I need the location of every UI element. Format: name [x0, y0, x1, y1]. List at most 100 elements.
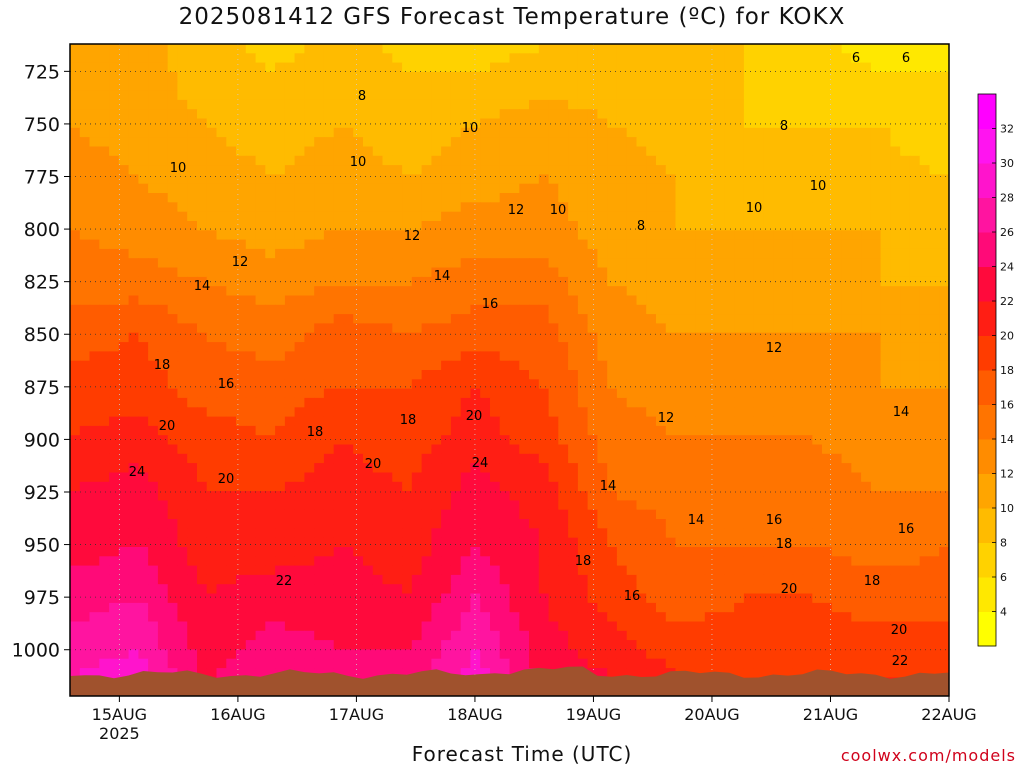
field-cell	[304, 444, 315, 455]
field-cell	[333, 295, 345, 306]
field-cell	[724, 342, 735, 352]
field-cell	[441, 295, 452, 306]
field-cell	[704, 71, 716, 82]
field-cell	[275, 472, 286, 483]
field-cell	[616, 351, 628, 362]
field-cell	[909, 379, 921, 390]
field-cell	[919, 90, 931, 101]
field-cell	[245, 174, 257, 185]
field-cell	[734, 221, 745, 231]
field-cell	[421, 528, 432, 539]
field-cell	[616, 62, 628, 73]
field-cell	[138, 397, 149, 408]
field-cell	[470, 211, 481, 222]
field-cell	[880, 286, 891, 297]
field-cell	[187, 155, 198, 166]
field-cell	[236, 221, 247, 231]
field-cell	[597, 295, 608, 306]
field-cell	[392, 342, 403, 352]
field-cell	[802, 323, 813, 334]
field-cell	[812, 397, 823, 408]
field-cell	[822, 425, 833, 436]
field-cell	[763, 99, 774, 110]
field-cell	[187, 258, 198, 269]
field-cell	[441, 248, 452, 259]
field-cell	[900, 202, 911, 213]
field-cell	[919, 342, 931, 352]
field-cell	[861, 379, 872, 390]
field-cell	[831, 537, 843, 548]
field-cell	[99, 99, 110, 110]
field-cell	[646, 53, 657, 64]
field-cell	[831, 481, 843, 492]
field-cell	[587, 500, 598, 511]
field-cell	[343, 248, 354, 259]
field-cell	[890, 416, 901, 427]
field-cell	[372, 332, 384, 343]
field-cell	[929, 81, 940, 92]
field-cell	[460, 537, 472, 548]
field-cell	[538, 304, 550, 315]
field-cell	[685, 81, 696, 92]
field-cell	[577, 53, 589, 64]
field-cell	[675, 360, 686, 371]
field-cell	[656, 304, 667, 315]
field-cell	[568, 165, 579, 175]
field-cell	[148, 183, 159, 194]
field-cell	[148, 425, 159, 436]
field-cell	[558, 62, 569, 73]
field-cell	[431, 556, 442, 567]
field-cell	[206, 472, 218, 483]
field-cell	[392, 332, 403, 343]
field-cell	[675, 500, 686, 511]
field-cell	[646, 547, 657, 557]
field-cell	[294, 351, 305, 362]
field-cell	[685, 165, 696, 175]
field-cell	[382, 314, 393, 324]
field-cell	[724, 304, 735, 315]
field-cell	[431, 174, 442, 185]
field-cell	[704, 379, 716, 390]
field-cell	[157, 370, 169, 380]
field-cell	[353, 267, 364, 278]
field-cell	[197, 444, 208, 455]
field-cell	[118, 556, 130, 567]
field-cell	[724, 416, 735, 427]
field-cell	[597, 360, 608, 371]
field-cell	[255, 453, 266, 464]
field-cell	[734, 370, 745, 380]
field-cell	[919, 267, 931, 278]
field-cell	[939, 481, 949, 492]
field-cell	[421, 53, 432, 64]
field-cell	[851, 90, 862, 101]
field-cell	[284, 528, 296, 539]
field-cell	[343, 127, 354, 138]
field-cell	[138, 332, 149, 343]
field-cell	[656, 109, 667, 120]
field-cell	[558, 519, 569, 529]
field-cell	[577, 500, 589, 511]
field-cell	[363, 509, 374, 520]
field-cell	[597, 463, 608, 473]
field-cell	[372, 295, 384, 306]
field-cell	[890, 53, 901, 64]
field-cell	[411, 370, 423, 380]
field-cell	[89, 99, 100, 110]
field-cell	[714, 509, 725, 520]
field-cell	[695, 62, 706, 73]
field-cell	[568, 323, 579, 334]
field-cell	[636, 509, 647, 520]
field-cell	[939, 44, 949, 54]
field-cell	[216, 481, 227, 492]
field-cell	[382, 127, 393, 138]
field-cell	[909, 81, 921, 92]
field-cell	[402, 99, 413, 110]
field-cell	[773, 71, 784, 82]
field-cell	[714, 276, 725, 287]
field-cell	[431, 519, 442, 529]
field-cell	[704, 90, 716, 101]
field-cell	[685, 397, 696, 408]
field-cell	[548, 62, 559, 73]
field-cell	[353, 425, 364, 436]
field-cell	[284, 425, 296, 436]
